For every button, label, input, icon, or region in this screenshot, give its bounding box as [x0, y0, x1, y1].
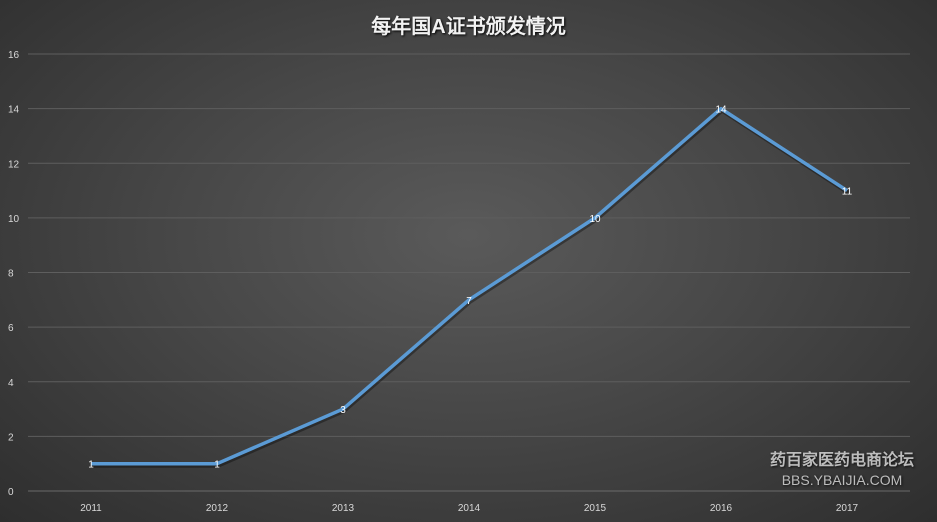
y-tick-label: 14: [8, 105, 20, 116]
data-label: 10: [589, 214, 601, 225]
data-label: 11: [842, 187, 853, 198]
y-tick-label: 4: [8, 378, 14, 389]
series-line-shadow: [92, 108, 850, 468]
data-label: 1: [214, 460, 220, 471]
y-tick-label: 0: [8, 487, 14, 498]
x-tick-label: 2011: [80, 503, 102, 514]
watermark: 药百家医药电商论坛 BBS.YBAIJIA.COM: [770, 446, 914, 488]
x-tick-label: 2015: [584, 503, 607, 514]
data-label: 14: [715, 105, 727, 116]
y-tick-label: 6: [8, 323, 14, 334]
y-tick-label: 12: [8, 159, 20, 170]
x-tick-label: 2014: [458, 503, 481, 514]
x-tick-label: 2013: [332, 503, 355, 514]
chart-title: 每年国A证书颁发情况: [371, 16, 566, 38]
data-label: 3: [340, 405, 346, 416]
data-label: 7: [466, 296, 472, 307]
y-tick-label: 2: [8, 432, 14, 443]
y-tick-label: 8: [8, 269, 14, 280]
x-tick-label: 2012: [206, 503, 229, 514]
data-label: 1: [88, 460, 94, 471]
x-tick-label: 2016: [710, 503, 733, 514]
watermark-url: BBS.YBAIJIA.COM: [781, 472, 903, 488]
y-tick-label: 16: [8, 50, 20, 61]
y-tick-label: 10: [8, 214, 20, 225]
x-tick-label: 2017: [836, 503, 859, 514]
series-line: [91, 106, 848, 466]
watermark-text: 药百家医药电商论坛: [770, 452, 915, 469]
